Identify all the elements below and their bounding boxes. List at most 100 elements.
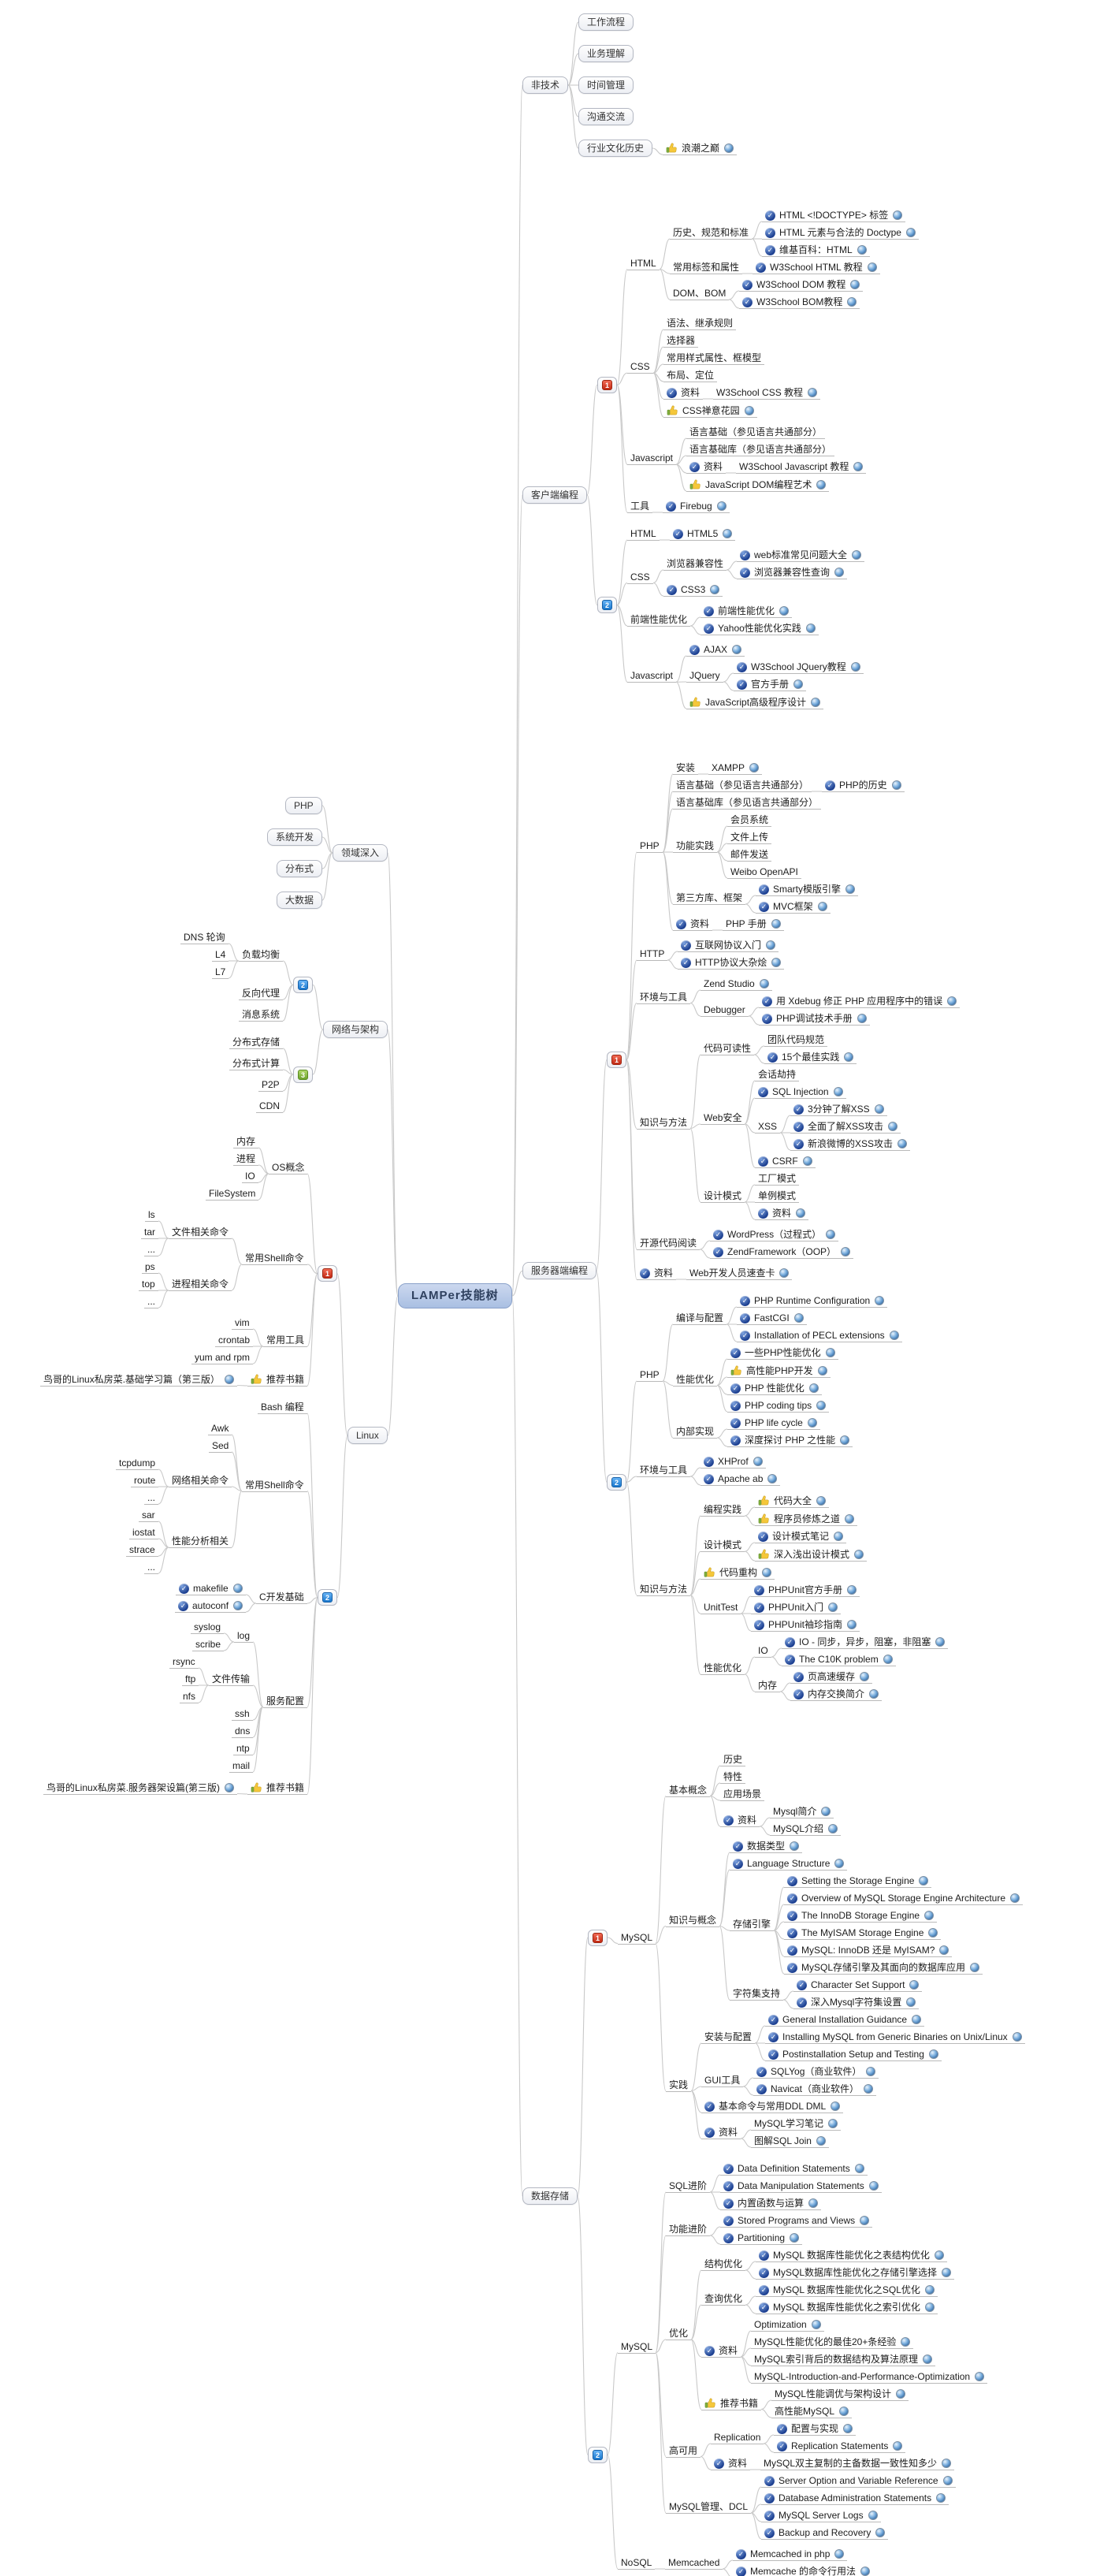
mindmap-node[interactable]: 环境与工具 <box>637 991 691 1004</box>
mindmap-node[interactable]: UnitTest <box>701 1601 741 1614</box>
mindmap-node[interactable]: ✓ CSRF <box>755 1155 816 1168</box>
mindmap-node[interactable]: ✓ Setting the Storage Engine <box>784 1874 932 1888</box>
mindmap-node[interactable]: W3School CSS 教程 <box>713 386 821 400</box>
mindmap-node[interactable]: 反向代理 <box>239 987 284 1000</box>
branch-node[interactable]: 时间管理 <box>578 76 634 94</box>
mindmap-node[interactable]: 会话劫持 <box>755 1068 800 1081</box>
mindmap-node[interactable]: yum and rpm <box>191 1351 254 1364</box>
mindmap-node[interactable]: MySQL <box>618 1931 656 1945</box>
mindmap-node[interactable]: 语法、继承规则 <box>663 317 737 330</box>
mindmap-node[interactable]: log <box>234 1629 254 1643</box>
mindmap-node[interactable]: P2P <box>258 1078 283 1092</box>
mindmap-node[interactable]: ✓ Memcached in php <box>733 2548 848 2561</box>
mindmap-node[interactable]: HTML <box>627 527 660 541</box>
mindmap-node[interactable]: ✓ Replication Statements <box>774 2440 906 2453</box>
mindmap-node[interactable]: 代码可读性 <box>701 1042 755 1055</box>
mindmap-node[interactable]: ✓ WordPress（过程式） <box>710 1228 839 1241</box>
mindmap-node[interactable]: ✓ MySQL数据库性能优化之存储引擎选择 <box>756 2266 955 2280</box>
branch-node[interactable]: 工作流程 <box>578 13 634 31</box>
mindmap-node[interactable]: ✓ 页高速缓存 <box>790 1670 873 1684</box>
mindmap-node[interactable]: Optimization <box>751 2318 824 2332</box>
mindmap-node[interactable]: IO <box>242 1170 258 1183</box>
mindmap-node[interactable]: 开源代码阅读 <box>637 1237 701 1250</box>
priority-1-badge[interactable]: 1 <box>597 377 617 393</box>
mindmap-node[interactable]: 布局、定位 <box>663 369 718 382</box>
mindmap-node[interactable]: ✓ W3School JQuery教程 <box>734 661 864 674</box>
mindmap-node[interactable]: ✓ PHP life cycle <box>727 1416 820 1430</box>
mindmap-node[interactable]: 进程相关命令 <box>169 1278 232 1291</box>
mindmap-node[interactable]: ✓ 官方手册 <box>734 678 807 691</box>
mindmap-node[interactable]: 性能优化 <box>673 1373 718 1387</box>
mindmap-node[interactable]: ✓ The C10K problem <box>782 1653 896 1666</box>
branch-node[interactable]: 沟通交流 <box>578 108 634 125</box>
mindmap-node[interactable]: Mysql简介 <box>770 1805 834 1818</box>
mindmap-node[interactable]: MySQL性能优化的最佳20+条经验 <box>751 2336 914 2349</box>
mindmap-node[interactable]: 设计模式 <box>701 1539 745 1552</box>
mindmap-node[interactable]: 内部实现 <box>673 1425 718 1439</box>
mindmap-node[interactable]: ✓ PHP的历史 <box>822 779 905 792</box>
mindmap-node[interactable]: ✓ Data Manipulation Statements <box>720 2180 882 2193</box>
mindmap-node[interactable]: ✓ PHPUnit官方手册 <box>751 1584 860 1597</box>
mindmap-node[interactable]: GUI工具 <box>701 2074 744 2087</box>
priority-1-badge[interactable]: 1 <box>318 1265 337 1282</box>
branch-node[interactable]: 分布式 <box>277 860 323 877</box>
mindmap-node[interactable]: scribe <box>192 1638 225 1651</box>
mindmap-node[interactable]: crontab <box>215 1334 254 1347</box>
mindmap-node[interactable]: ✓ 用 Xdebug 修正 PHP 应用程序中的错误 <box>759 995 961 1008</box>
mindmap-node[interactable]: 第三方库、框架 <box>673 892 746 905</box>
mindmap-node[interactable]: 消息系统 <box>239 1008 284 1022</box>
mindmap-node[interactable]: ✓ 资料 <box>720 1814 760 1827</box>
priority-2-badge[interactable]: 2 <box>588 2447 608 2463</box>
mindmap-node[interactable]: ✓ 数据类型 <box>730 1840 803 1853</box>
mindmap-node[interactable]: ✓ Memcache 的命令行用法 <box>733 2565 873 2576</box>
mindmap-node[interactable]: ✓ 设计模式笔记 <box>755 1530 847 1543</box>
mindmap-node[interactable]: 代码大全 <box>755 1494 830 1508</box>
mindmap-node[interactable]: DOM、BOM <box>670 287 730 300</box>
mindmap-node[interactable]: ✓ The InnoDB Storage Engine <box>784 1909 938 1923</box>
branch-server-programming[interactable]: 服务器端编程 <box>522 1262 597 1279</box>
mindmap-node[interactable]: 推荐书籍 <box>247 1372 308 1387</box>
mindmap-node[interactable]: 代码重构 <box>701 1565 775 1580</box>
mindmap-node[interactable]: ... <box>144 1295 159 1308</box>
mindmap-node[interactable]: ✓ Partitioning <box>720 2232 803 2245</box>
mindmap-node[interactable]: ✓ Installing MySQL from Generic Binaries … <box>765 2031 1025 2044</box>
mindmap-node[interactable]: PHP <box>637 1368 663 1382</box>
mindmap-node[interactable]: 文件相关命令 <box>169 1226 232 1239</box>
mindmap-node[interactable]: ssh <box>232 1707 253 1721</box>
mindmap-node[interactable]: strace <box>126 1543 158 1557</box>
mindmap-node[interactable]: 安装 <box>673 761 699 775</box>
mindmap-node[interactable]: Web安全 <box>701 1111 745 1125</box>
mindmap-node[interactable]: 性能优化 <box>701 1662 745 1675</box>
mindmap-node[interactable]: SQL进阶 <box>666 2180 711 2193</box>
mindmap-node[interactable]: 语言基础（参见语言共通部分） <box>686 426 826 439</box>
mindmap-node[interactable]: ps <box>142 1260 158 1274</box>
mindmap-node[interactable]: 高可用 <box>666 2444 701 2458</box>
mindmap-node[interactable]: ✓ 3分钟了解XSS <box>790 1103 887 1116</box>
mindmap-node[interactable]: 知识与方法 <box>637 1116 691 1130</box>
mindmap-node[interactable]: 编程实践 <box>701 1503 745 1517</box>
mindmap-node[interactable]: 程序员修炼之道 <box>755 1512 858 1526</box>
branch-domain-deep-dive[interactable]: 领域深入 <box>333 844 388 862</box>
mindmap-node[interactable]: ✓ PHP 性能优化 <box>727 1382 822 1395</box>
mindmap-node[interactable]: ls <box>145 1208 158 1222</box>
mindmap-node[interactable]: ✓ PHP coding tips <box>727 1399 830 1413</box>
mindmap-node[interactable]: ✓ HTML 元素与合法的 Doctype <box>762 226 919 240</box>
mindmap-node[interactable]: 语言基础库（参见语言共通部分） <box>673 796 822 810</box>
mindmap-node[interactable]: nfs <box>180 1690 199 1703</box>
mindmap-node[interactable]: 历史、规范和标准 <box>670 226 753 240</box>
mindmap-node[interactable]: ✓ 基本命令与常用DDL DML <box>701 2100 844 2113</box>
mindmap-node[interactable]: 知识与方法 <box>637 1583 691 1596</box>
mindmap-node[interactable]: ✓ 资料 <box>663 386 704 400</box>
branch-client-programming[interactable]: 客户端编程 <box>522 486 588 504</box>
mindmap-node[interactable]: 服务配置 <box>263 1695 308 1708</box>
mindmap-node[interactable]: 推荐书籍 <box>247 1781 308 1795</box>
mindmap-node[interactable]: MySQL-Introduction-and-Performance-Optim… <box>751 2370 988 2384</box>
mindmap-node[interactable]: ✓ SQLYog（商业软件） <box>753 2065 879 2079</box>
mindmap-node[interactable]: Bash 编程 <box>258 1401 307 1414</box>
mindmap-node[interactable]: vim <box>232 1316 253 1330</box>
mindmap-node[interactable]: sar <box>139 1509 158 1522</box>
mindmap-node[interactable]: 选择器 <box>663 334 699 348</box>
mindmap-node[interactable]: ✓ Navicat（商业软件） <box>753 2083 877 2096</box>
mindmap-node[interactable]: 分布式存储 <box>229 1036 284 1049</box>
mindmap-node[interactable]: ✓ 新浪微博的XSS攻击 <box>790 1137 911 1151</box>
